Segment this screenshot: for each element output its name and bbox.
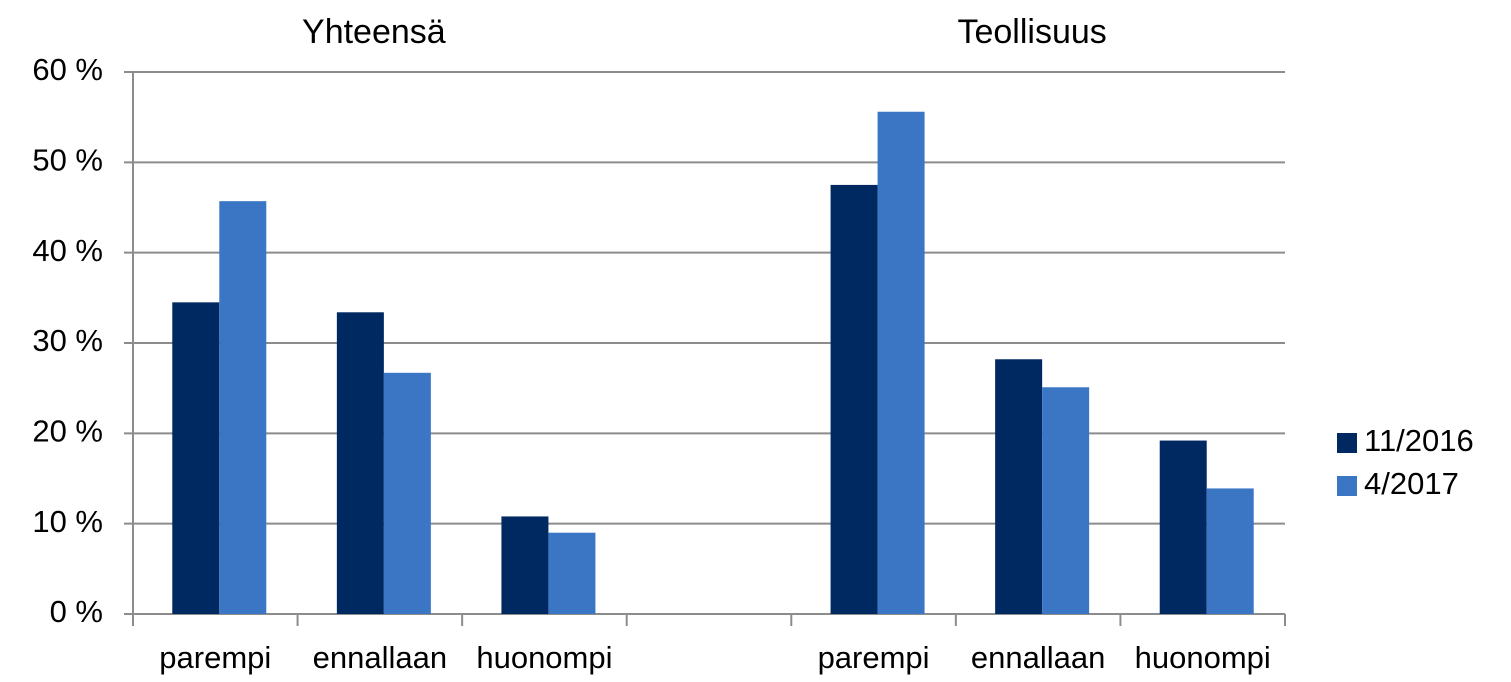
bar: [877, 111, 925, 614]
bar: [501, 516, 549, 614]
bar: [995, 359, 1043, 614]
legend-label: 4/2017: [1364, 466, 1459, 501]
bar: [336, 312, 384, 614]
x-tick-label: ennallaan: [313, 640, 447, 675]
legend-label: 11/2016: [1364, 423, 1474, 458]
group-title: Teollisuus: [957, 13, 1106, 51]
y-tick-label: 20 %: [32, 414, 103, 449]
bar: [1159, 440, 1207, 614]
y-tick-label: 60 %: [32, 52, 103, 87]
legend-swatch: [1337, 433, 1357, 453]
y-tick-label: 10 %: [32, 504, 103, 539]
y-tick-label: 0 %: [50, 594, 103, 629]
x-tick-label: parempi: [159, 640, 271, 675]
bar: [172, 302, 220, 614]
bar: [830, 184, 878, 614]
y-tick-label: 40 %: [32, 233, 103, 268]
bar: [1042, 387, 1090, 614]
x-tick-label: ennallaan: [971, 640, 1105, 675]
bar: [219, 201, 267, 614]
group-title: Yhteensä: [302, 13, 446, 51]
bar: [548, 532, 596, 614]
bar: [1206, 488, 1254, 614]
x-tick-label: huonompi: [1135, 640, 1271, 675]
x-tick-label: parempi: [818, 640, 930, 675]
x-tick-label: huonompi: [476, 640, 612, 675]
bar: [383, 372, 431, 614]
legend-swatch: [1337, 476, 1357, 496]
y-tick-label: 30 %: [32, 323, 103, 358]
y-tick-label: 50 %: [32, 143, 103, 178]
